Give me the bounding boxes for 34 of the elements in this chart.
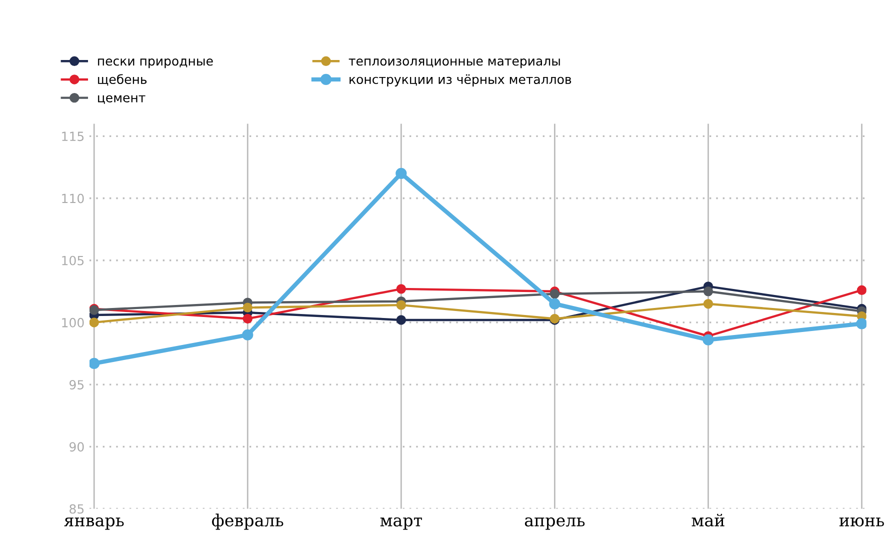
x-tick-label: июнь <box>839 517 884 527</box>
x-tick-label: март <box>380 517 422 530</box>
legend-label: теплоизоляционные материалы <box>348 58 560 68</box>
y-tick-label: 115 <box>62 132 84 142</box>
legend-label: цемент <box>98 95 146 104</box>
point <box>242 329 254 340</box>
y-tick-label: 110 <box>62 194 84 204</box>
legend-label: пески природные <box>98 58 213 68</box>
x-tick-label: апрель <box>524 517 585 530</box>
point <box>396 300 406 310</box>
point <box>702 334 714 346</box>
point <box>90 358 100 369</box>
y-tick-label: 95 <box>70 380 84 390</box>
y-tick-label: 90 <box>70 442 84 452</box>
x-tick-label: январь <box>64 517 124 530</box>
point <box>396 168 407 179</box>
y-tick-label: 100 <box>62 318 84 328</box>
point <box>550 289 560 299</box>
y-tick-label: 85 <box>70 504 84 514</box>
x-tick-label: май <box>692 514 724 527</box>
y-tick-label: 105 <box>62 256 84 266</box>
point <box>90 318 99 328</box>
point <box>549 298 560 310</box>
legend-label: щебень <box>98 74 147 86</box>
point <box>703 286 714 296</box>
point <box>242 314 252 324</box>
point <box>396 284 406 294</box>
point <box>703 298 714 309</box>
point <box>856 285 866 296</box>
legend-label: конструкции из чёрных металлов <box>350 74 572 86</box>
point <box>856 318 866 330</box>
point <box>396 315 406 325</box>
point <box>242 302 252 312</box>
x-tick-label: февраль <box>212 514 284 530</box>
